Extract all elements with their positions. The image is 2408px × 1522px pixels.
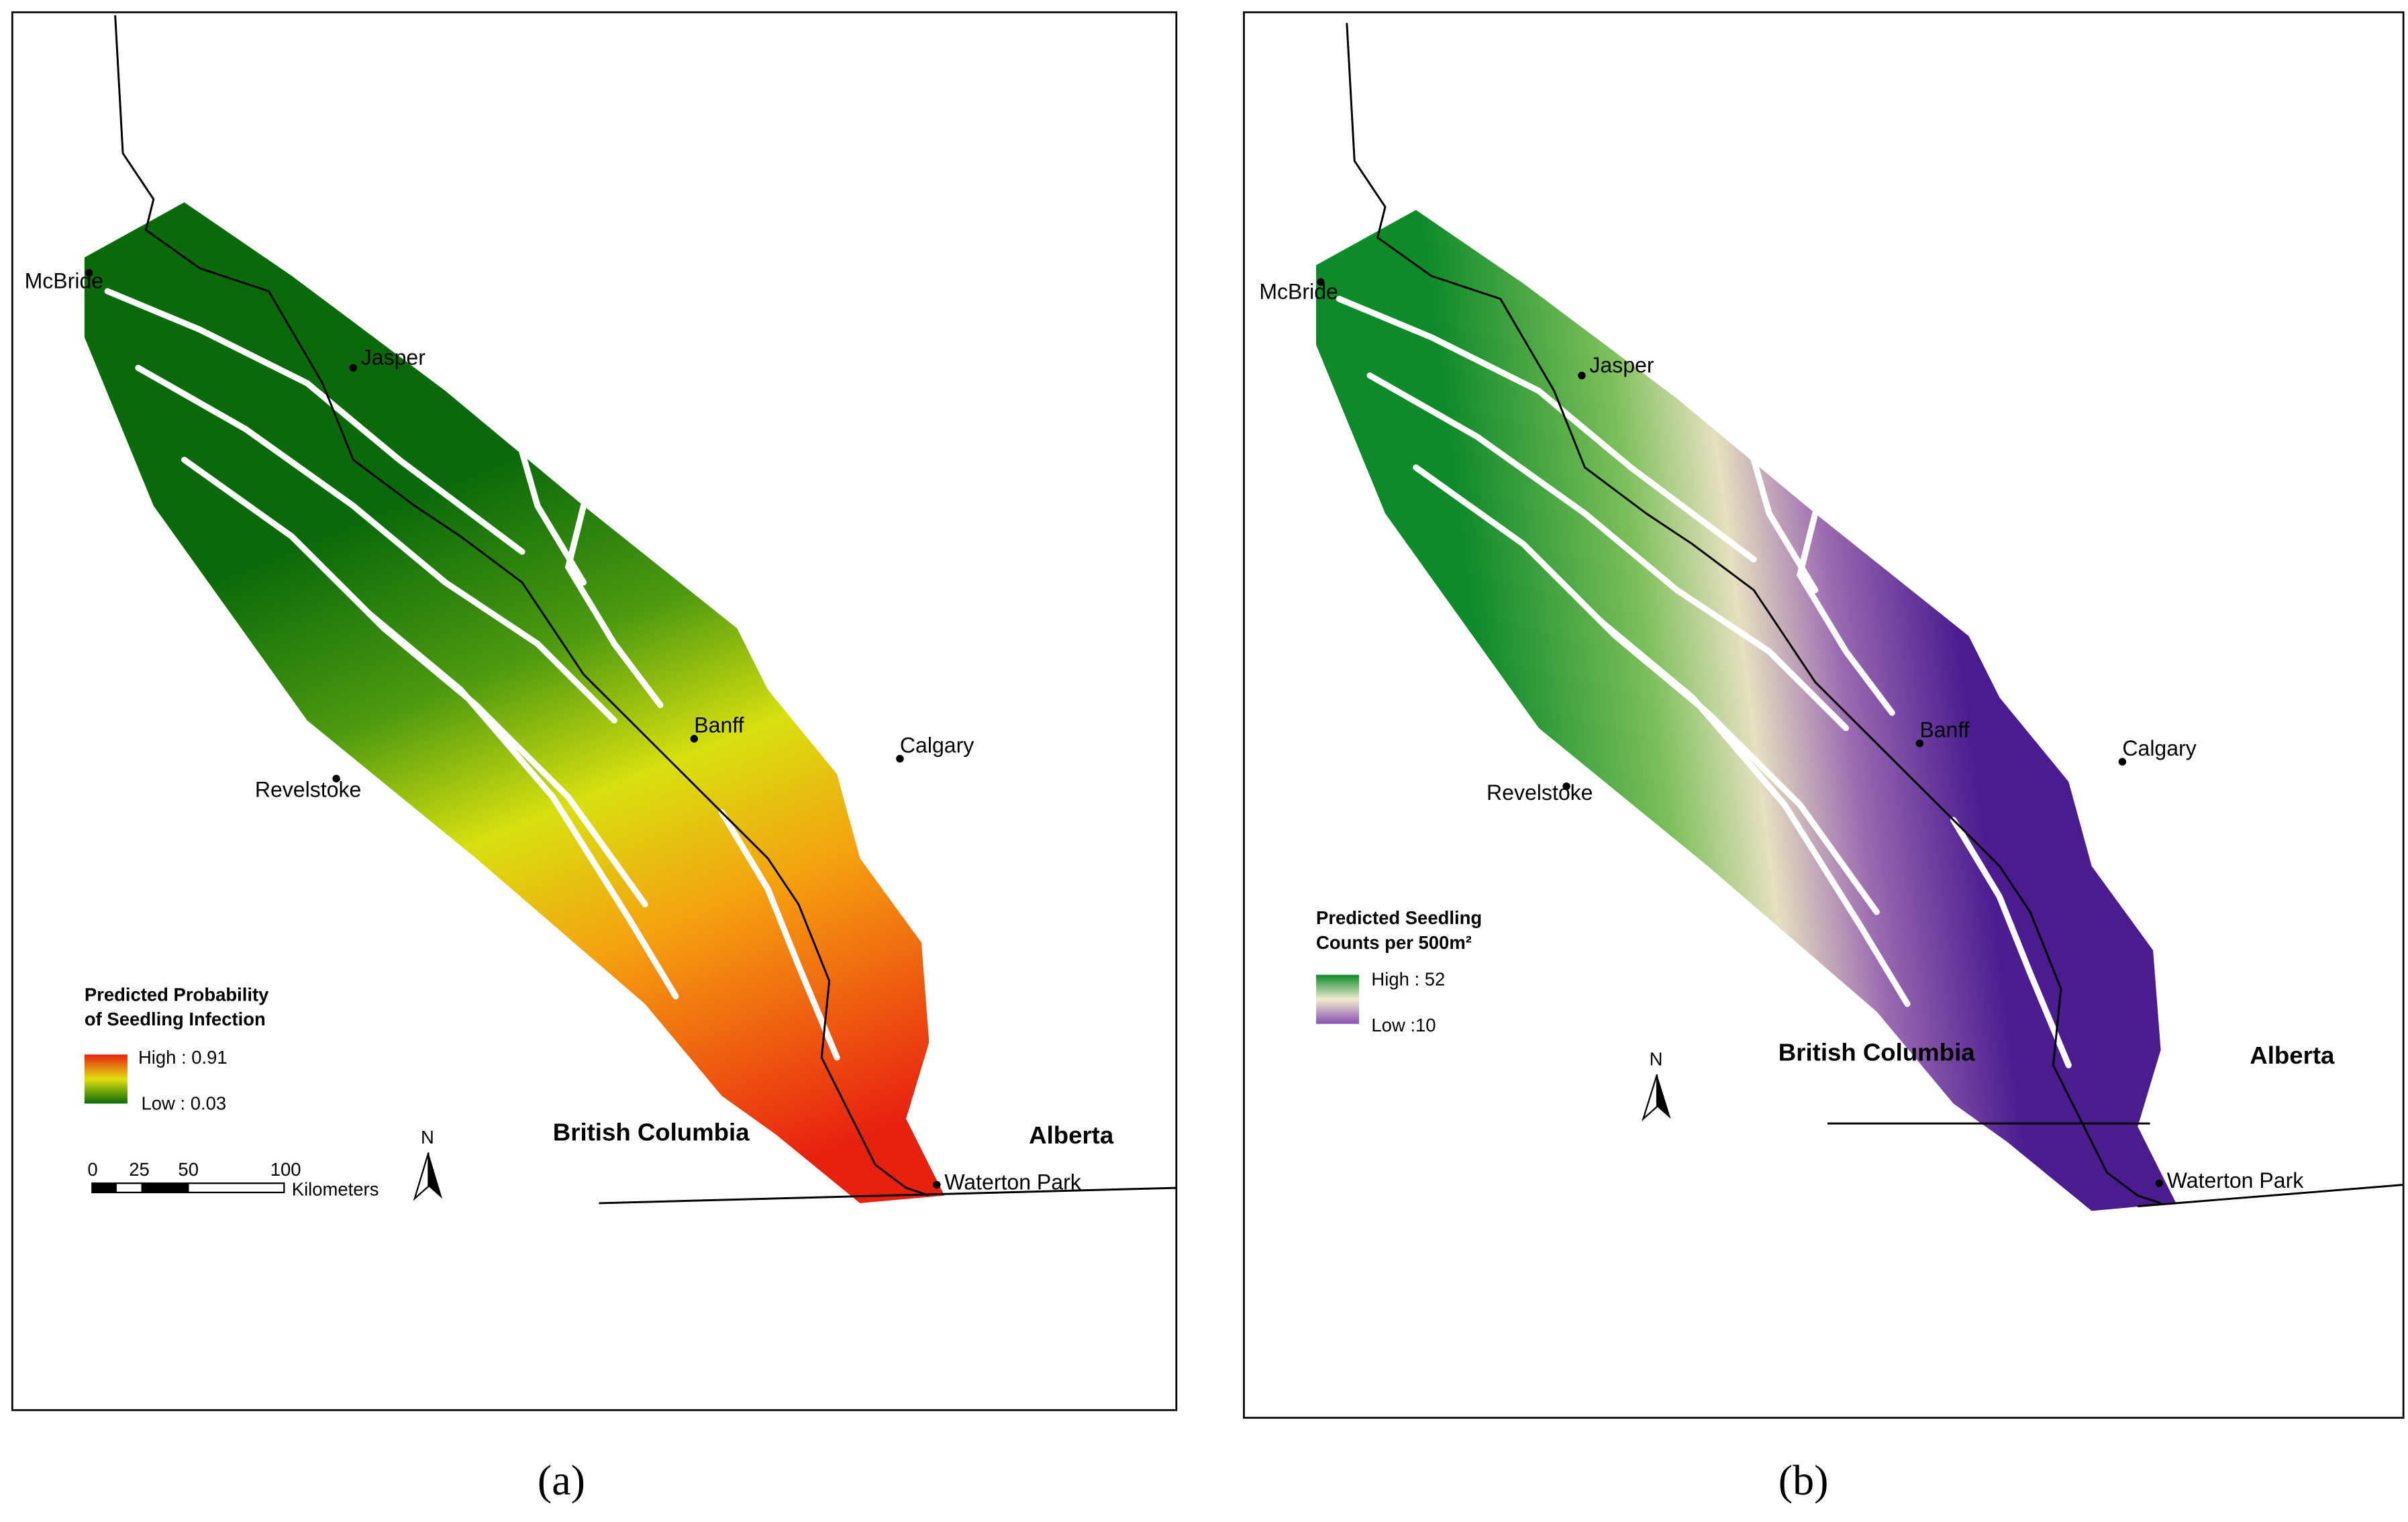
- city-label: Jasper: [361, 346, 425, 370]
- legend-ramp: [1316, 974, 1360, 1024]
- city-label: McBride: [25, 268, 103, 293]
- caption: (a): [538, 1456, 585, 1504]
- scale-tick: 0: [87, 1159, 97, 1180]
- north-label: N: [421, 1127, 434, 1148]
- city-label: McBride: [1259, 279, 1338, 303]
- city-label: Calgary: [900, 733, 974, 757]
- scale-tick: 100: [270, 1159, 301, 1180]
- scale-unit: Kilometers: [292, 1179, 379, 1200]
- region-label: British Columbia: [1778, 1039, 1975, 1066]
- caption: (b): [1778, 1456, 1829, 1504]
- legend-ramp: [84, 1054, 128, 1104]
- legend-high: High : 52: [1371, 969, 1445, 990]
- legend-high: High : 0.91: [138, 1047, 228, 1068]
- city-dots: [1317, 278, 2164, 1187]
- city-label: Jasper: [1589, 353, 1654, 377]
- north-label: N: [1650, 1048, 1663, 1069]
- us-border: [2138, 1184, 2404, 1207]
- panel-a: McBride Jasper Banff Calgary Revelstoke …: [11, 11, 1178, 1504]
- scale-tick: 50: [178, 1159, 199, 1180]
- region-label: Alberta: [2250, 1042, 2335, 1069]
- legend-title: of Seedling Infection: [85, 1009, 266, 1029]
- city-label: Banff: [1919, 718, 1969, 742]
- city-label: Calgary: [2122, 736, 2196, 760]
- city-label: Waterton Park: [2167, 1168, 2305, 1193]
- city-dots: [85, 268, 941, 1189]
- legend: Predicted Seedling Counts per 500m² High…: [1316, 907, 1482, 1035]
- scale-bar: 0 25 50 100 Kilometers: [87, 1159, 379, 1200]
- legend-title: Predicted Probability: [85, 984, 269, 1005]
- scale-tick: 25: [129, 1159, 150, 1180]
- legend-title: Counts per 500m²: [1316, 932, 1472, 953]
- city-label: Banff: [694, 713, 744, 738]
- north-arrow: N: [413, 1127, 443, 1201]
- city-label: Revelstoke: [1487, 780, 1593, 805]
- legend: Predicted Probability of Seedling Infect…: [84, 984, 269, 1114]
- legend-low: Low :10: [1371, 1015, 1436, 1035]
- legend-low: Low : 0.03: [142, 1093, 227, 1114]
- city-label: Revelstoke: [255, 778, 361, 802]
- region-label: Alberta: [1029, 1121, 1114, 1149]
- us-border: [599, 1186, 1176, 1205]
- legend-title: Predicted Seedling: [1316, 907, 1482, 928]
- region-label: British Columbia: [553, 1118, 750, 1146]
- panel-b: McBride Jasper Banff Calgary Revelstoke …: [1243, 11, 2405, 1504]
- city-label: Waterton Park: [944, 1170, 1082, 1194]
